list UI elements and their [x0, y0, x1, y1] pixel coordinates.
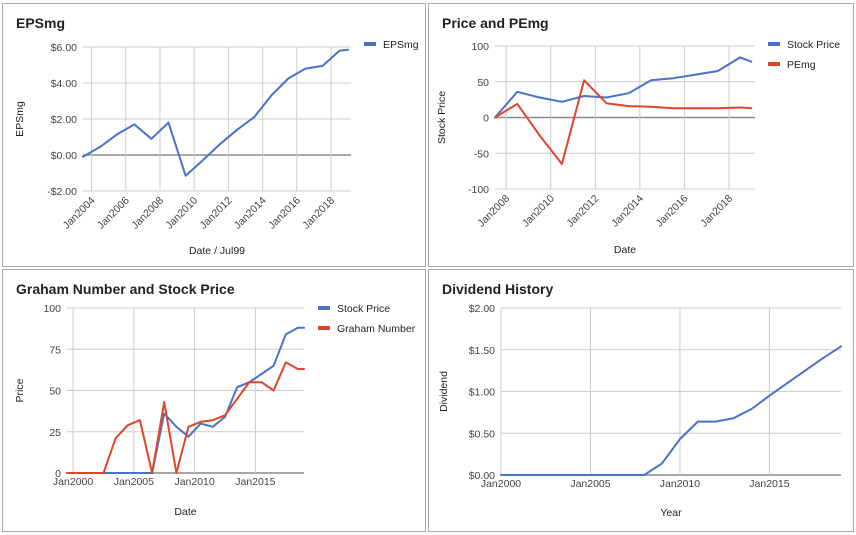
eps-epsmg-line: [82, 48, 350, 177]
price-pe-chart-panel: Price and PEmg -100 -50 0 50 100 Jan2008 Jan201…: [428, 3, 854, 267]
eps-chart-panel: EPSmg -$2.00 $0.00 $2.00 $4.00 $6.00 Jan2004 Ja…: [2, 3, 426, 267]
dividend-y-tick-label: $2.00: [469, 303, 495, 315]
dividend-chart-svg: Dividend History $0.00 $0.50 $1.00 $1.50 $2.0…: [438, 281, 842, 519]
dividend-x-axis-label: Year: [660, 507, 682, 519]
price-pe-y-axis-label: Stock Price: [436, 91, 448, 144]
price-pe-legend-label: PEmg: [787, 59, 816, 71]
price-pe-x-tick-label: Jan2010: [520, 193, 557, 230]
price-pe-y-tick-label: 100: [471, 41, 489, 53]
eps-x-tick-label: Jan2010: [163, 195, 200, 232]
dividend-y-tick-label: $0.50: [469, 428, 495, 440]
eps-x-axis-label: Date / Jul99: [189, 245, 245, 257]
price-pe-x-tick-label: Jan2012: [564, 193, 601, 230]
graham-x-axis-label: Date: [174, 506, 196, 518]
graham-y-tick-label: 100: [43, 303, 61, 315]
price-pe-x-tick-label: Jan2018: [698, 193, 735, 230]
eps-y-tick-label: $0.00: [51, 150, 77, 162]
eps-y-tick-label: $4.00: [51, 78, 77, 90]
price-pe-legend-swatch: [768, 62, 780, 66]
eps-x-tick-label: Jan2012: [198, 195, 235, 232]
graham-y-tick-label: 0: [55, 468, 61, 480]
eps-x-tick-label: Jan2016: [266, 195, 303, 232]
graham-chart-title: Graham Number and Stock Price: [16, 281, 235, 297]
graham-legend-label: Graham Number: [337, 323, 416, 335]
dividend-x-tick-label: Jan2010: [660, 478, 700, 490]
eps-x-tick-label: Jan2004: [61, 195, 98, 232]
graham-y-tick-label: 50: [49, 386, 61, 398]
graham-stock-price-line: [66, 326, 305, 474]
price-pe-y-tick-label: 50: [477, 77, 489, 89]
eps-y-tick-label: $2.00: [51, 114, 77, 126]
price-pe-y-tick-label: -100: [468, 184, 489, 196]
graham-legend-label: Stock Price: [337, 303, 390, 315]
dividend-chart-title: Dividend History: [442, 281, 553, 297]
price-pe-x-axis-label: Date: [614, 244, 636, 256]
price-pe-y-tick-label: 0: [483, 113, 489, 125]
dividend-chart-panel: Dividend History $0.00 $0.50 $1.00 $1.50 $2.0…: [428, 269, 854, 532]
graham-x-tick-label: Jan2010: [174, 476, 214, 488]
price-pe-x-tick-label: Jan2014: [609, 193, 646, 230]
graham-x-tick-label: Jan2015: [235, 476, 275, 488]
price-pe-legend-label: Stock Price: [787, 39, 840, 51]
eps-legend-swatch: [364, 42, 376, 46]
price-pe-x-tick-label: Jan2016: [654, 193, 691, 230]
dividend-y-tick-label: $1.00: [469, 387, 495, 399]
price-pe-x-tick-label: Jan2008: [475, 193, 512, 230]
graham-y-tick-label: 75: [49, 344, 61, 356]
price-pe-chart-title: Price and PEmg: [442, 15, 549, 31]
dividend-x-tick-label: Jan2000: [481, 478, 521, 490]
graham-x-tick-label: Jan2005: [114, 476, 154, 488]
graham-chart-svg: Graham Number and Stock Price 0 25 50 75 100 J…: [14, 281, 416, 518]
dividend-y-tick-label: $0.00: [469, 470, 495, 482]
graham-legend-swatch: [318, 326, 330, 330]
graham-legend-swatch: [318, 306, 330, 310]
price-pe-legend-swatch: [768, 42, 780, 46]
graham-chart-panel: Graham Number and Stock Price 0 25 50 75 100 J…: [2, 269, 426, 532]
graham-graham-number-line: [66, 361, 305, 474]
eps-legend-label: EPSmg: [383, 39, 419, 51]
eps-y-tick-label: $6.00: [51, 42, 77, 54]
eps-y-tick-label: -$2.00: [47, 186, 77, 198]
eps-x-tick-label: Jan2018: [300, 195, 337, 232]
eps-x-tick-label: Jan2006: [95, 195, 132, 232]
graham-y-tick-label: 25: [49, 427, 61, 439]
price-pe-stock-price-line: [494, 56, 753, 119]
eps-x-tick-label: Jan2014: [232, 195, 269, 232]
dividend-x-tick-label: Jan2015: [749, 478, 789, 490]
eps-y-axis-label: EPSmg: [14, 101, 26, 137]
dividend-y-axis-label: Dividend: [438, 371, 450, 412]
eps-x-tick-label: Jan2008: [129, 195, 166, 232]
dividend-y-tick-label: $1.50: [469, 345, 495, 357]
graham-y-axis-label: Price: [14, 378, 26, 402]
dividend-series-line: [500, 345, 842, 476]
price-pe-y-tick-label: -50: [474, 148, 489, 160]
graham-x-tick-label: Jan2000: [53, 476, 93, 488]
eps-chart-title: EPSmg: [16, 15, 65, 31]
price-pe-pemg-line: [494, 79, 753, 165]
eps-chart-svg: EPSmg-$2.00$0.00$2.00$4.00$6.00Jan2004Ja…: [14, 15, 419, 257]
dividend-x-tick-label: Jan2005: [570, 478, 610, 490]
